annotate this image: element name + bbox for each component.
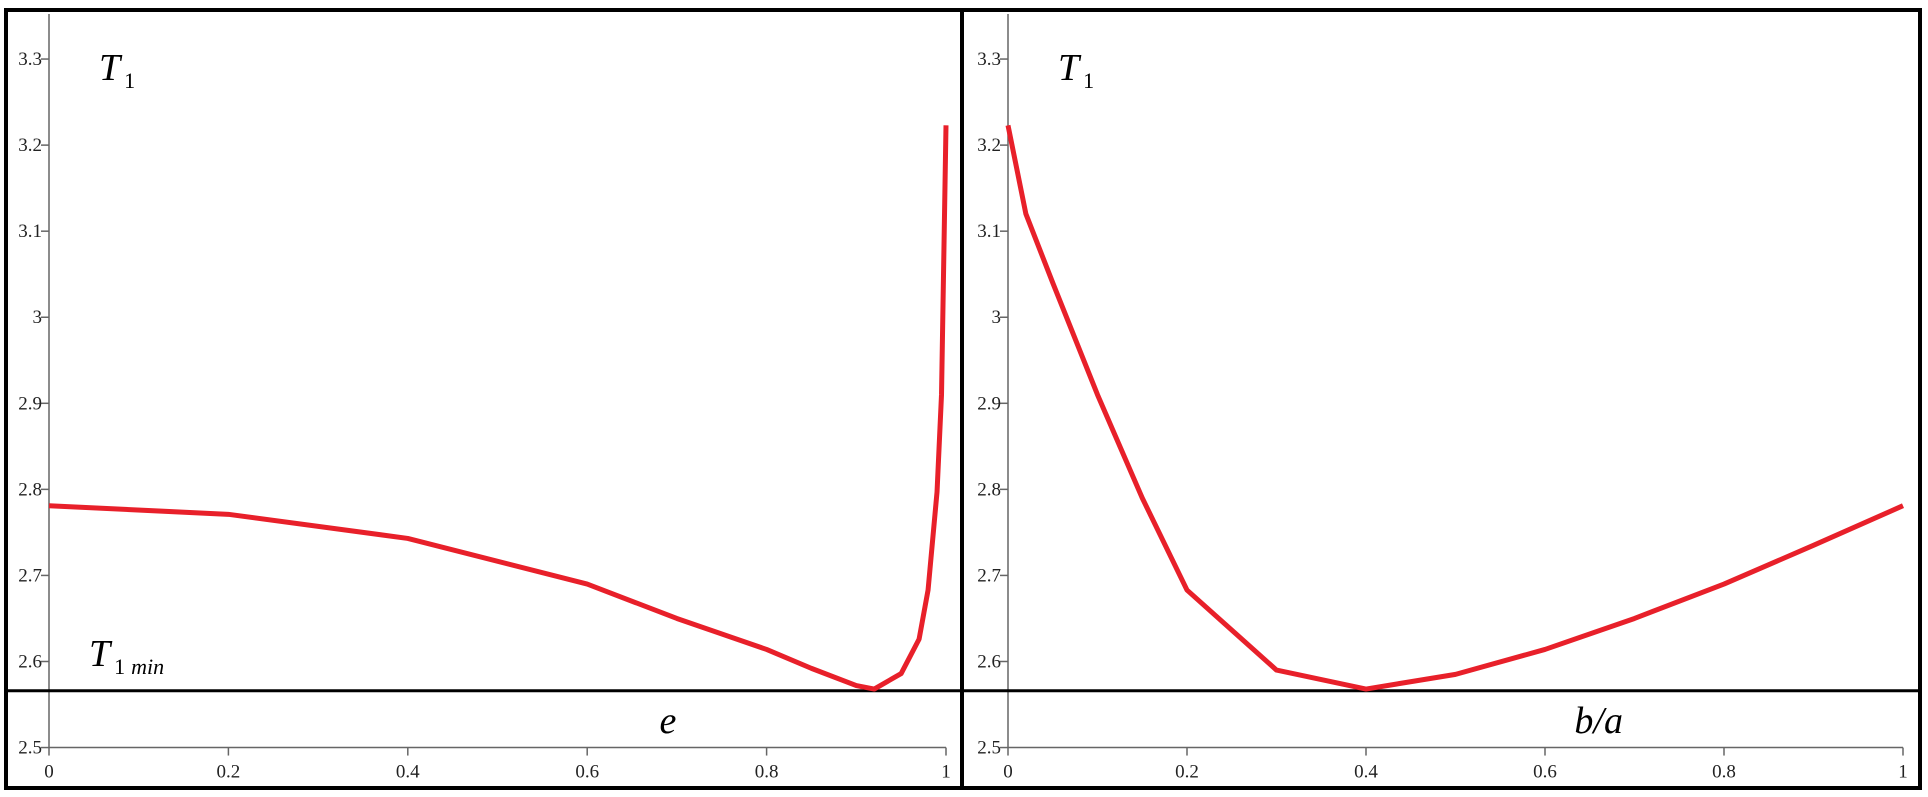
x-tick-label: 0.6: [575, 762, 599, 783]
y-tick-label: 2.7: [18, 565, 42, 586]
y-tick-label: 2.8: [18, 479, 42, 500]
x-tick-label: 0: [1003, 762, 1013, 783]
y-tick-label: 3.1: [18, 221, 42, 242]
x-tick-label: 0.4: [396, 762, 420, 783]
x-tick-label: 0: [44, 762, 54, 783]
y-tick-label: 2.6: [977, 651, 1001, 672]
y-tick-label: 2.9: [977, 393, 1001, 414]
y-tick-label: 3.2: [18, 135, 42, 156]
y-tick-label: 3: [33, 307, 43, 328]
x-tick-label: 0.4: [1354, 762, 1378, 783]
panel-frame: [960, 8, 1922, 790]
y-tick-label: 2.7: [977, 565, 1001, 586]
curve: [48, 125, 949, 692]
y-label-sub: 1: [124, 68, 135, 93]
x-tick-label: 0.8: [755, 762, 779, 783]
x-tick-label: 0.6: [1533, 762, 1557, 783]
x-tick-label: 0.2: [1175, 762, 1199, 783]
y-tick-label: 2.5: [18, 738, 42, 759]
annotation: T 1 min: [89, 633, 164, 679]
y-tick-label: 2.8: [977, 479, 1001, 500]
y-label-main: T: [99, 47, 123, 89]
x-tick-label: 1: [1898, 762, 1908, 783]
annotation-sub-italic: min: [131, 654, 164, 679]
y-tick-label: 2.5: [977, 738, 1001, 759]
curve: [1005, 124, 1905, 692]
y-tick-label: 2.6: [18, 651, 42, 672]
x-tick-label: 0.8: [1712, 762, 1736, 783]
y-label-sub: 1: [1083, 68, 1094, 93]
x-label: b/a: [1574, 700, 1623, 742]
y-tick-label: 3.3: [18, 49, 42, 70]
y-tick-label: 3.1: [977, 221, 1001, 242]
y-tick-label: 3.2: [977, 135, 1001, 156]
y-label-main: T: [1058, 47, 1082, 89]
x-tick-label: 1: [941, 762, 951, 783]
x-label: e: [659, 700, 676, 742]
y-tick-label: 2.9: [18, 393, 42, 414]
annotation-main: T: [89, 633, 113, 675]
annotation-sub: 1: [114, 654, 125, 679]
y-tick-label: 3: [992, 307, 1002, 328]
x-tick-label: 0.2: [217, 762, 241, 783]
y-tick-label: 3.3: [977, 49, 1001, 70]
